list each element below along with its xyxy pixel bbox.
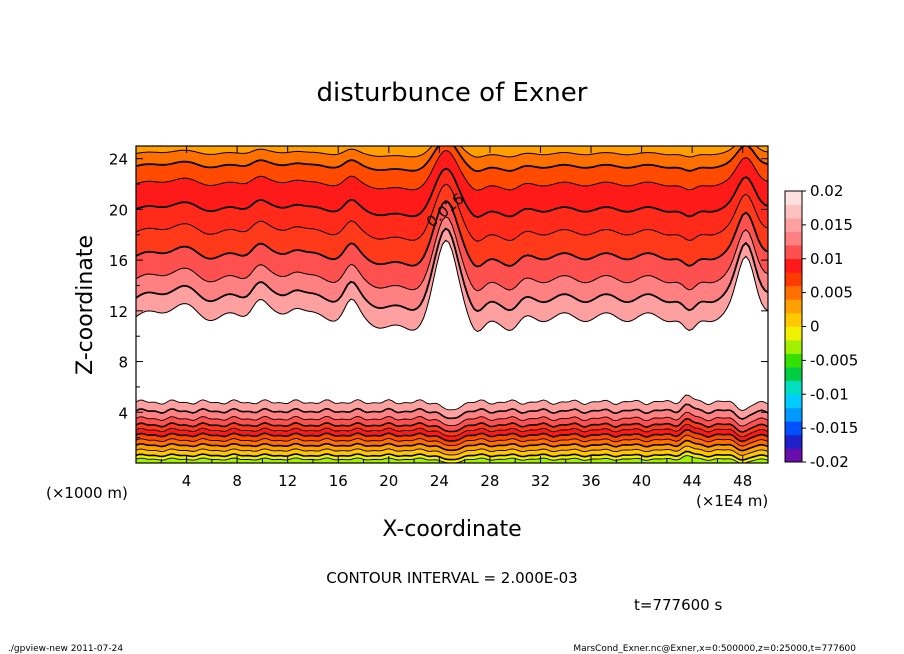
lower-contour-line <box>136 411 768 427</box>
colorbar-swatch <box>785 191 802 205</box>
colorbar-tick-label: 0.01 <box>810 250 843 268</box>
contour-lines <box>136 146 768 463</box>
lower-contour-line <box>136 450 768 461</box>
x-tick-label: 8 <box>232 472 242 490</box>
lower-contour-line <box>136 423 768 438</box>
x-axis: 4 8 12 16 20 24 28 32 36 40 44 48 <box>160 146 769 490</box>
upper-contour-line <box>136 239 768 333</box>
y-tick-label: 8 <box>118 354 128 372</box>
colorbar-swatch <box>785 394 802 409</box>
upper-contour-line <box>136 146 768 158</box>
colorbar-tick-label: 0.02 <box>810 182 843 200</box>
x-tick-label: 16 <box>329 472 348 490</box>
x-tick-label: 28 <box>480 472 499 490</box>
y-tick-label: 24 <box>109 151 128 169</box>
colorbar-swatch <box>785 421 802 436</box>
lower-contour-line <box>136 445 768 456</box>
colorbar-swatch <box>785 326 802 341</box>
lower-contour-line <box>136 455 768 463</box>
lower-contour-line <box>136 418 768 433</box>
colorbar-swatch <box>785 258 802 273</box>
colorbar-tick-label: 0.005 <box>810 284 853 302</box>
x-tick-label: 48 <box>733 472 752 490</box>
upper-contour-line <box>136 200 768 268</box>
colorbar-ticks: 0.02 0.015 0.01 0.005 0 -0.005 -0.01 -0.015 -0.0… <box>802 182 858 471</box>
y-axis-label: Z-coordinate <box>73 235 98 375</box>
colorbar <box>784 190 803 463</box>
colorbar-swatch <box>785 285 802 300</box>
plot-frame <box>135 145 769 464</box>
lower-contour-line <box>136 434 768 447</box>
colorbar-swatch <box>785 407 802 422</box>
x-tick-label: 44 <box>683 472 702 490</box>
colorbar-tick-label: 0.015 <box>810 216 853 234</box>
colorbar-swatch <box>785 312 802 327</box>
upper-contour-line <box>136 149 768 191</box>
footer-left: ./gpview-new 2011-07-24 <box>8 644 123 654</box>
y-tick-label: 12 <box>109 303 128 321</box>
x-tick-label: 40 <box>632 472 651 490</box>
y-axis-unit: (×1000 m) <box>46 484 128 502</box>
colorbar-swatch <box>785 204 802 219</box>
upper-contour-line <box>136 227 768 313</box>
colorbar-tick-label: -0.01 <box>810 385 849 403</box>
chart-title: disturbunce of Exner <box>317 78 588 108</box>
upper-contour-line <box>136 167 768 218</box>
colorbar-swatch <box>785 299 802 314</box>
contour-interval-text: CONTOUR INTERVAL = 2.000E-03 <box>326 569 577 587</box>
colorbar-swatch <box>785 367 802 381</box>
x-tick-label: 20 <box>379 472 398 490</box>
colorbar-swatch <box>785 340 802 354</box>
x-tick-label: 4 <box>182 472 192 490</box>
time-text: t=777600 s <box>634 596 722 614</box>
x-tick-label: 36 <box>581 472 600 490</box>
x-tick-label: 24 <box>430 472 449 490</box>
y-tick-label: 16 <box>109 252 128 270</box>
y-axis: 4 8 12 16 20 24 <box>109 151 768 439</box>
colorbar-swatch <box>785 218 802 232</box>
footer-right: MarsCond_Exner.nc@Exner,x=0:500000,z=0:2… <box>573 644 856 654</box>
x-axis-label: X-coordinate <box>382 517 521 542</box>
colorbar-swatch <box>785 245 802 260</box>
lower-contour-line <box>136 439 768 452</box>
colorbar-tick-label: -0.015 <box>810 419 858 437</box>
y-tick-label: 4 <box>118 404 128 422</box>
lower-contour-line <box>136 394 768 412</box>
lower-contour-band <box>136 455 768 463</box>
x-axis-unit: (×1E4 m) <box>696 492 768 510</box>
colorbar-swatch <box>785 380 802 395</box>
upper-contour-band <box>136 146 768 158</box>
colorbar-swatch <box>785 272 802 287</box>
x-tick-label: 12 <box>278 472 297 490</box>
colorbar-tick-label: 0 <box>810 318 820 336</box>
upper-contour-line <box>136 216 768 292</box>
colorbar-swatch <box>785 231 802 246</box>
colorbar-tick-label: -0.02 <box>810 453 849 471</box>
colorbar-swatch <box>785 448 802 463</box>
colorbar-swatch <box>785 353 802 368</box>
colorbar-swatch <box>785 434 802 449</box>
y-tick-label: 20 <box>109 201 128 219</box>
colorbar-tick-label: -0.005 <box>810 351 858 369</box>
upper-contour-line <box>136 146 768 173</box>
lower-contour-line <box>136 428 768 443</box>
lower-contour-line <box>136 403 768 420</box>
x-tick-label: 32 <box>531 472 550 490</box>
upper-contour-line <box>136 183 768 242</box>
